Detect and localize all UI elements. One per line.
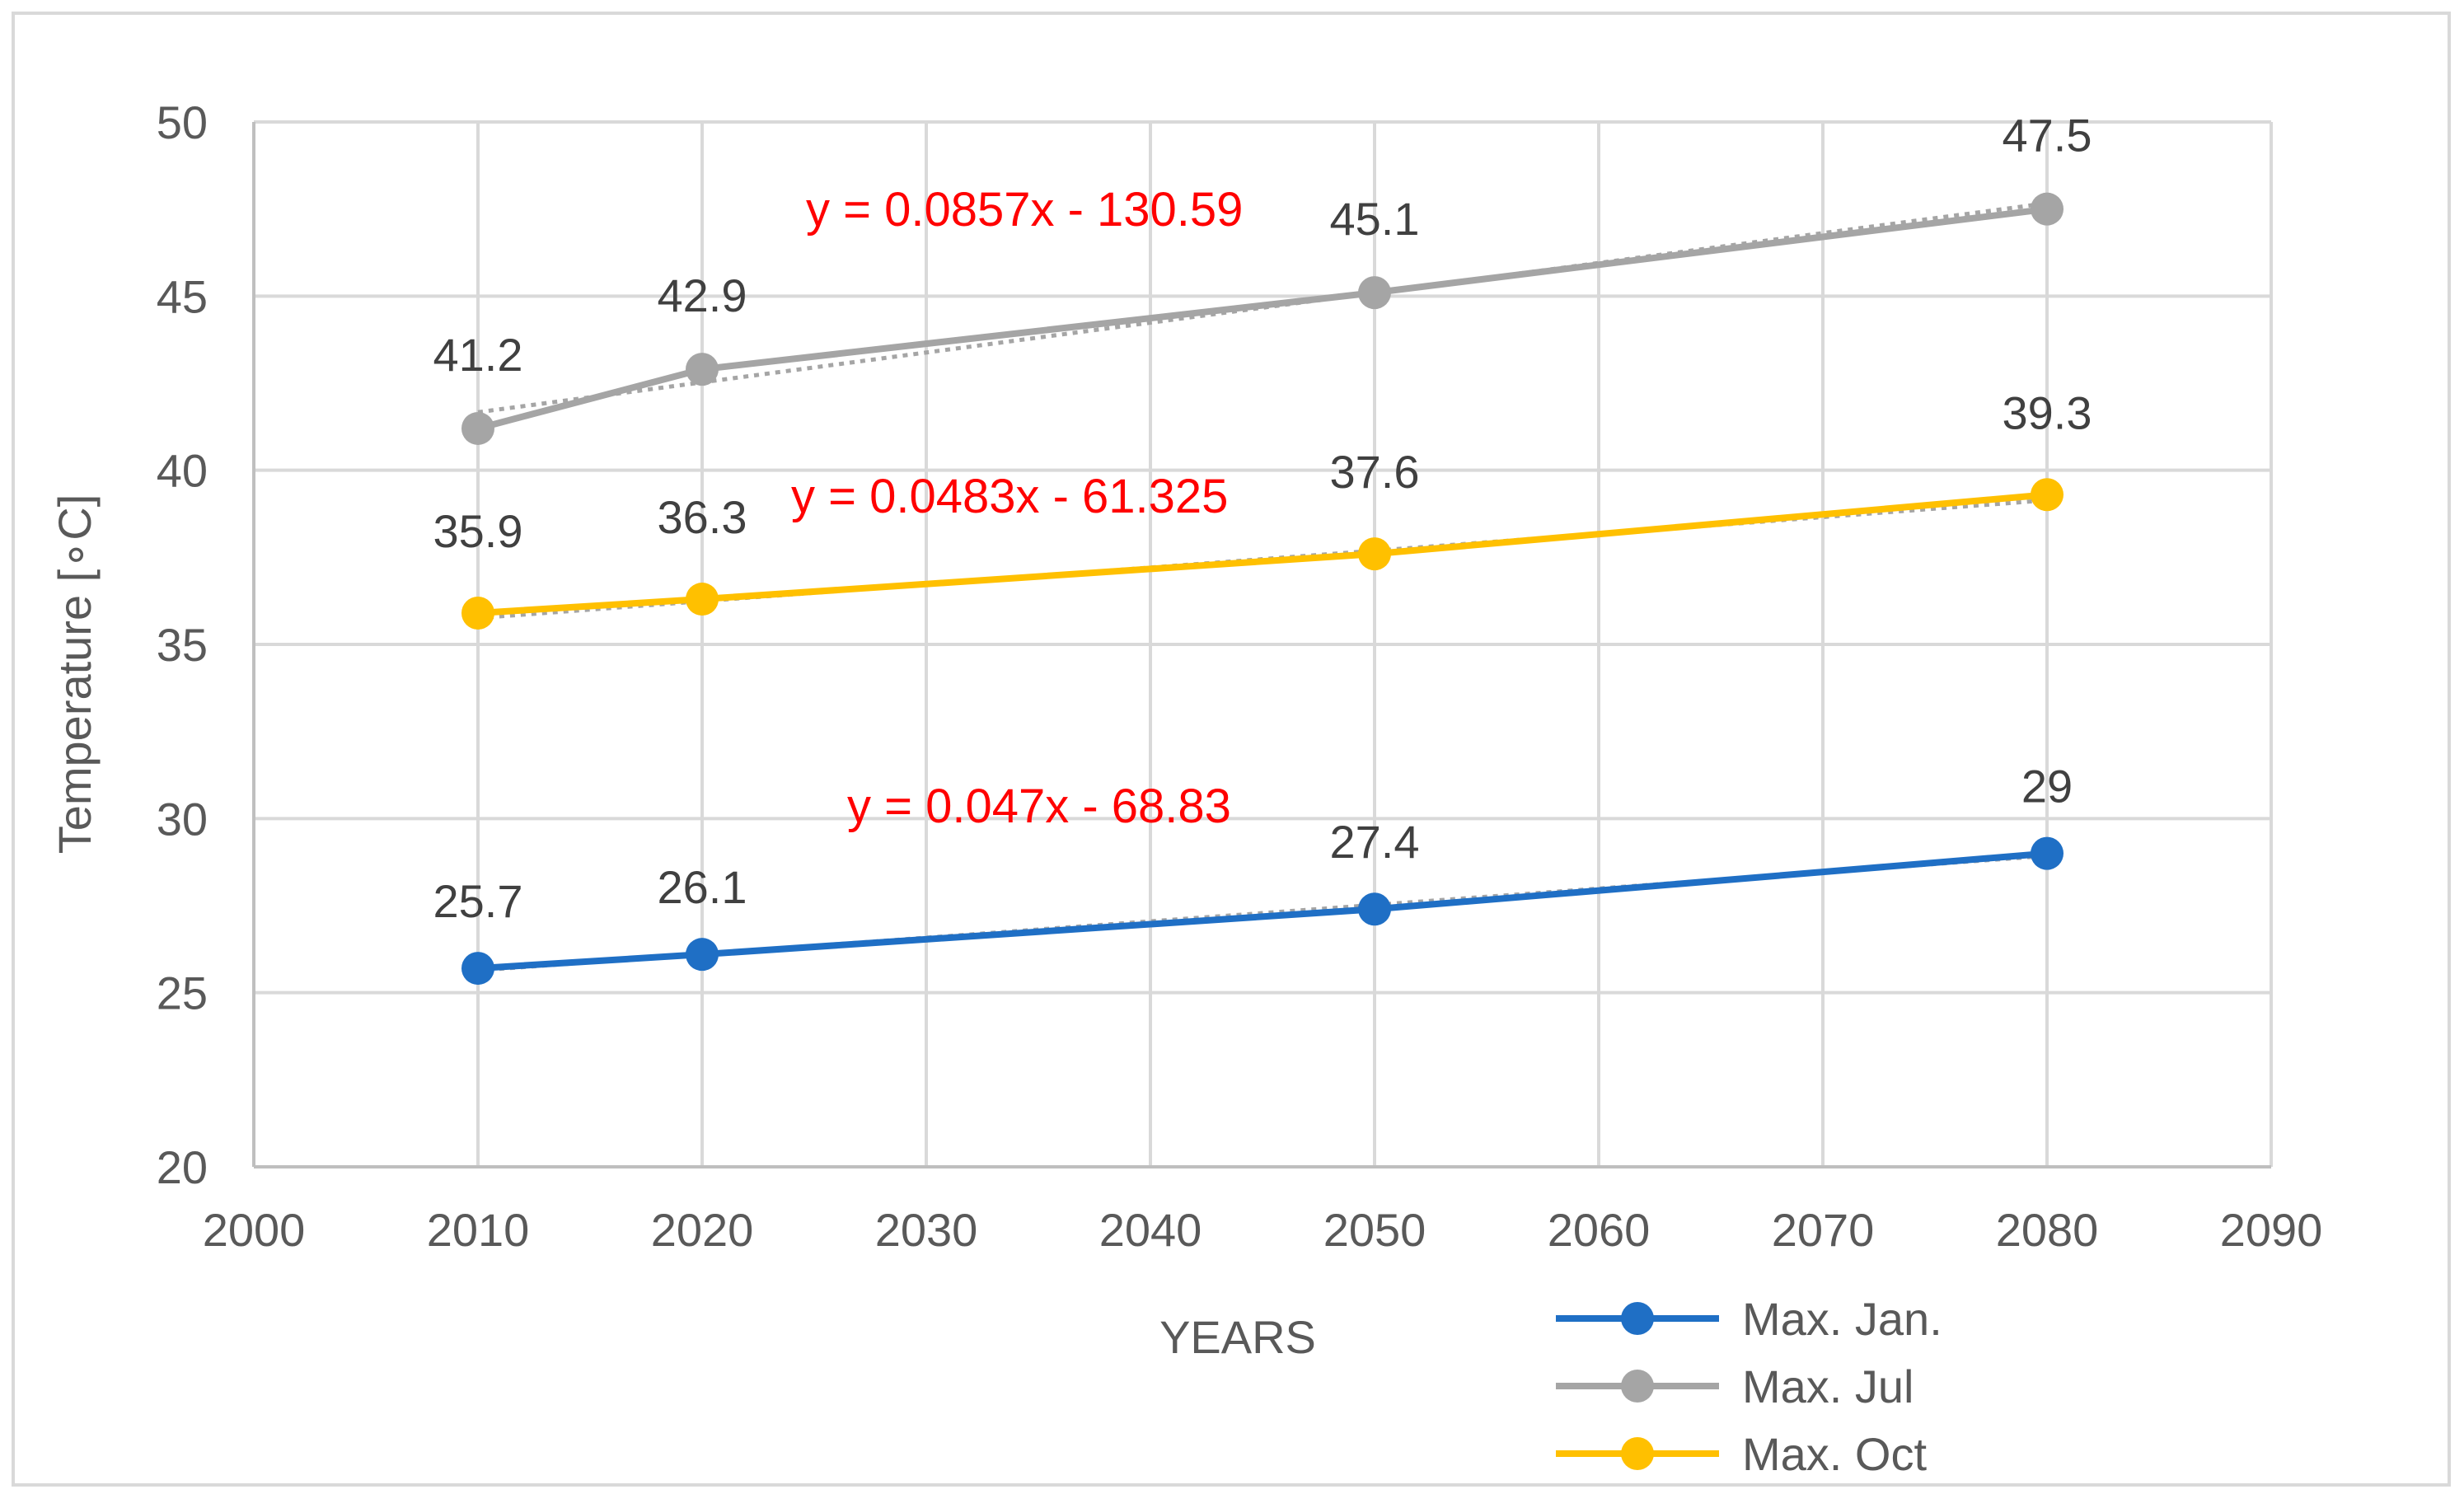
data-label: 45.1 — [1330, 193, 1420, 245]
y-axis-title: Temperature [∘C] — [49, 494, 101, 855]
data-point — [2031, 478, 2063, 512]
line-chart: 20 25 30 35 40 45 50 2000 2010 2020 2030 2040 2050 20… — [49, 96, 2323, 1480]
y-tick-label: 45 — [157, 270, 208, 322]
data-point — [2031, 192, 2063, 226]
series-line — [476, 205, 2048, 432]
y-tick-label: 35 — [157, 619, 208, 671]
legend-label: Max. Oct — [1742, 1428, 1927, 1480]
series-line — [477, 850, 2048, 972]
data-point — [1358, 276, 1391, 310]
trendline-equations: y = 0.047x - 68.83 y = 0.0857x - 130.59 y … — [791, 183, 1243, 833]
data-label: 47.5 — [2003, 110, 2092, 162]
legend-marker — [1621, 1370, 1654, 1403]
series-line — [477, 491, 2048, 616]
series-lines — [461, 192, 2063, 986]
x-tick-label: 2050 — [1323, 1204, 1426, 1256]
trendline-equation: y = 0.047x - 68.83 — [847, 780, 1231, 833]
y-tick-label: 30 — [157, 793, 208, 845]
x-tick-label: 2070 — [1772, 1204, 1875, 1256]
tick-labels: 20 25 30 35 40 45 50 2000 2010 2020 2030 2040 2050 20… — [157, 96, 2323, 1256]
trendline — [477, 201, 2048, 414]
data-label: 29 — [2021, 761, 2073, 813]
data-label: 37.6 — [1330, 446, 1420, 498]
data-point — [461, 596, 494, 630]
data-label: 39.3 — [2003, 386, 2092, 438]
data-label: 25.7 — [433, 875, 523, 927]
trendline-equation: y = 0.0483x - 61.325 — [791, 470, 1228, 523]
legend-label: Max. Jan. — [1742, 1293, 1942, 1345]
y-tick-label: 20 — [157, 1141, 208, 1193]
gridlines — [252, 120, 2273, 1168]
data-point — [686, 353, 719, 386]
legend-marker — [1621, 1302, 1654, 1335]
legend-marker — [1621, 1437, 1654, 1470]
x-tick-label: 2060 — [1548, 1204, 1651, 1256]
data-point — [2031, 836, 2063, 870]
data-label: 41.2 — [433, 329, 523, 381]
data-point — [686, 583, 719, 616]
data-point — [461, 411, 494, 445]
y-tick-label: 50 — [157, 96, 208, 148]
axes — [252, 122, 2271, 1168]
data-point — [461, 952, 494, 986]
x-tick-label: 2080 — [1996, 1204, 2099, 1256]
y-tick-label: 25 — [157, 967, 208, 1019]
legend: Max. Jan. Max. Jul Max. Oct — [1556, 1293, 1942, 1480]
x-tick-label: 2030 — [875, 1204, 978, 1256]
data-point — [1358, 892, 1391, 926]
x-tick-label: 2040 — [1099, 1204, 1202, 1256]
data-point — [686, 938, 719, 972]
trendline-equation: y = 0.0857x - 130.59 — [806, 183, 1243, 237]
chart-frame: 20 25 30 35 40 45 50 2000 2010 2020 2030 2040 2050 20… — [12, 12, 2451, 1487]
x-tick-label: 2020 — [651, 1204, 754, 1256]
data-label: 26.1 — [658, 861, 747, 913]
legend-label: Max. Jul — [1742, 1360, 1914, 1412]
data-label: 36.3 — [658, 491, 747, 543]
x-axis-title: YEARS — [1159, 1311, 1316, 1363]
x-tick-label: 2000 — [203, 1204, 306, 1256]
data-label: 42.9 — [658, 269, 747, 321]
data-label: 27.4 — [1330, 816, 1420, 868]
data-point — [1358, 537, 1391, 571]
data-label: 35.9 — [433, 505, 523, 557]
x-tick-label: 2010 — [427, 1204, 530, 1256]
y-tick-label: 40 — [157, 445, 208, 497]
x-tick-label: 2090 — [2220, 1204, 2323, 1256]
data-labels: 25.7 26.1 27.4 29 41.2 42.9 45.1 47.5 35.9 36.3 37… — [433, 110, 2092, 927]
